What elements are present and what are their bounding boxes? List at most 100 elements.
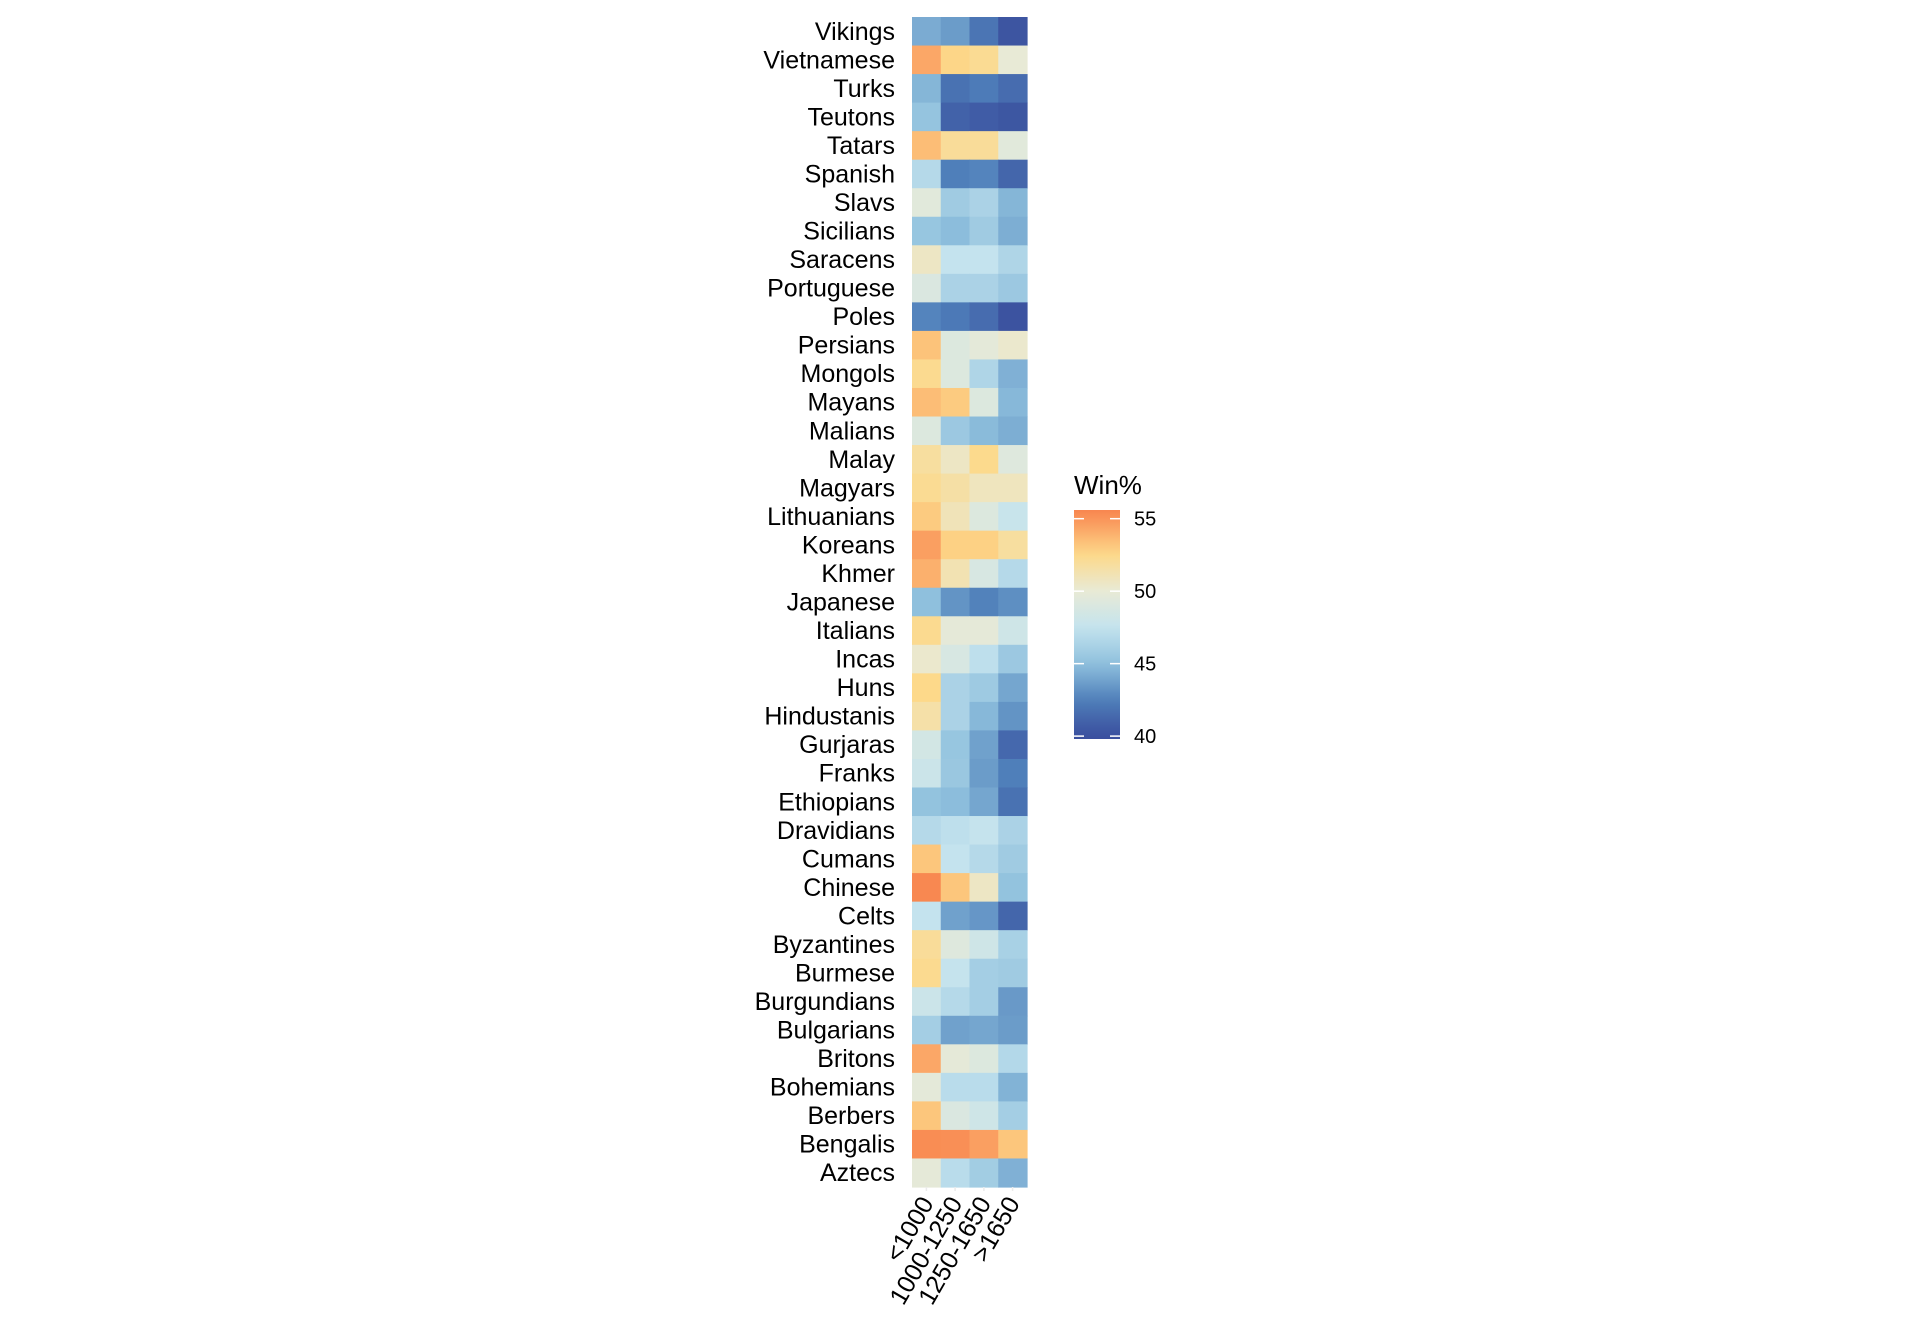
heatmap-cell <box>940 302 971 332</box>
y-tick-label: Bohemians <box>770 1074 895 1102</box>
y-tick-label: Bengalis <box>799 1131 895 1159</box>
heatmap-cell <box>998 901 1028 931</box>
heatmap-cell <box>940 131 971 161</box>
heatmap-cell <box>969 74 999 104</box>
heatmap-cell <box>912 787 942 817</box>
heatmap-cell <box>940 816 971 846</box>
heatmap-cell <box>940 273 971 303</box>
heatmap-cell <box>969 901 999 931</box>
heatmap-cell <box>998 1015 1028 1045</box>
heatmap-cell <box>912 1158 942 1188</box>
heatmap-cell <box>912 844 942 874</box>
heatmap-cell <box>940 987 971 1017</box>
y-tick-label: Berbers <box>807 1102 895 1130</box>
heatmap-cell <box>998 17 1028 47</box>
y-tick-label: Lithuanians <box>767 503 895 531</box>
heatmap-cell <box>912 901 942 931</box>
heatmap-cell <box>998 673 1028 703</box>
heatmap-cell <box>969 1044 999 1074</box>
heatmap-cell <box>969 616 999 646</box>
y-tick-label: Byzantines <box>773 931 895 959</box>
heatmap-cell <box>912 758 942 789</box>
heatmap-cell <box>998 273 1028 303</box>
heatmap-cell <box>912 473 942 503</box>
y-tick-label: Sicilians <box>803 218 895 246</box>
heatmap-cell <box>998 502 1028 532</box>
heatmap-cell <box>940 445 971 475</box>
heatmap-cell <box>969 102 999 132</box>
heatmap-cell <box>912 616 942 646</box>
heatmap-cell <box>940 701 971 732</box>
heatmap-cell <box>969 216 999 246</box>
y-tick-label: Incas <box>835 646 895 674</box>
legend-tick-label: 45 <box>1134 654 1156 676</box>
y-tick-label: Saracens <box>789 246 895 274</box>
heatmap-cell <box>912 816 942 846</box>
heatmap-cell <box>969 302 999 332</box>
heatmap-cell <box>998 530 1028 560</box>
y-tick-label: Spanish <box>805 160 895 188</box>
heatmap-cell <box>969 644 999 674</box>
heatmap-cell <box>998 644 1028 674</box>
y-tick-label: Bulgarians <box>777 1017 895 1045</box>
heatmap-cell <box>998 958 1028 988</box>
heatmap-cell <box>969 958 999 988</box>
y-tick-label: Khmer <box>821 560 895 588</box>
y-tick-label: Britons <box>817 1045 895 1073</box>
heatmap-cell <box>998 131 1028 161</box>
heatmap-cell <box>998 987 1028 1017</box>
y-tick-label: Malians <box>809 417 895 445</box>
legend-tick-label: 40 <box>1134 726 1156 748</box>
heatmap-cell <box>969 987 999 1017</box>
heatmap-cell <box>940 102 971 132</box>
heatmap-cell <box>998 102 1028 132</box>
heatmap-cell <box>969 1015 999 1045</box>
heatmap-cell <box>912 416 942 446</box>
heatmap-cell <box>998 387 1028 418</box>
y-tick-label: Aztecs <box>820 1159 895 1187</box>
heatmap-cell <box>912 216 942 246</box>
heatmap-cell <box>940 616 971 646</box>
heatmap-cell <box>969 359 999 389</box>
heatmap-cell <box>998 1101 1028 1131</box>
heatmap-cell <box>912 644 942 674</box>
heatmap-cell <box>912 387 942 418</box>
heatmap-cell <box>940 45 971 75</box>
heatmap-cell <box>998 188 1028 218</box>
heatmap-cell <box>969 1158 999 1188</box>
heatmap-cell <box>969 530 999 560</box>
heatmap-cell <box>912 273 942 303</box>
heatmap-cell <box>998 245 1028 275</box>
heatmap-cell <box>969 701 999 732</box>
heatmap-cells <box>912 17 1028 1188</box>
heatmap-cell <box>912 159 942 189</box>
heatmap-cell <box>969 445 999 475</box>
heatmap-cell <box>998 1044 1028 1074</box>
heatmap-cell <box>969 758 999 789</box>
heatmap-cell <box>912 559 942 589</box>
heatmap-cell <box>998 730 1028 760</box>
heatmap-cell <box>998 787 1028 817</box>
heatmap-cell <box>969 17 999 47</box>
heatmap-cell <box>969 45 999 75</box>
heatmap-cell <box>998 74 1028 104</box>
y-tick-label: Huns <box>837 674 895 702</box>
heatmap-cell <box>912 1101 942 1131</box>
legend-tick-label: 55 <box>1134 509 1156 531</box>
heatmap-cell <box>969 559 999 589</box>
heatmap-cell <box>998 816 1028 846</box>
heatmap-cell <box>969 273 999 303</box>
heatmap-cell <box>940 958 971 988</box>
heatmap-cell <box>969 844 999 874</box>
heatmap-cell <box>940 473 971 503</box>
heatmap-cell <box>969 1072 999 1102</box>
heatmap-cell <box>940 387 971 418</box>
y-tick-label: Ethiopians <box>778 788 895 816</box>
legend-tick-label: 50 <box>1134 581 1156 603</box>
heatmap-cell <box>969 1129 999 1160</box>
y-tick-label: Slavs <box>834 189 895 217</box>
heatmap-cell <box>940 502 971 532</box>
heatmap-cell <box>969 1101 999 1131</box>
y-tick-label: Vietnamese <box>763 46 895 74</box>
y-tick-label: Burgundians <box>755 988 895 1016</box>
